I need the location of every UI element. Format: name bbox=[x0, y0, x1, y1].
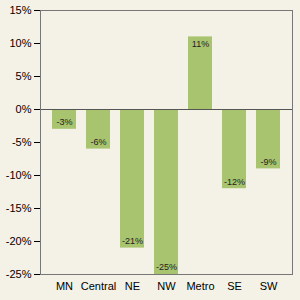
svg-text:-10%: -10% bbox=[6, 169, 32, 181]
svg-text:SW: SW bbox=[260, 280, 278, 292]
svg-text:0%: 0% bbox=[16, 103, 32, 115]
svg-text:-25%: -25% bbox=[156, 262, 177, 272]
svg-text:10%: 10% bbox=[9, 37, 31, 49]
svg-text:NE: NE bbox=[125, 280, 140, 292]
svg-text:11%: 11% bbox=[192, 39, 209, 49]
svg-text:15%: 15% bbox=[9, 4, 31, 16]
svg-text:5%: 5% bbox=[16, 70, 32, 82]
svg-text:-6%: -6% bbox=[90, 137, 106, 147]
svg-text:-5%: -5% bbox=[12, 136, 32, 148]
svg-text:Metro: Metro bbox=[186, 280, 214, 292]
svg-text:SE: SE bbox=[227, 280, 242, 292]
svg-text:MN: MN bbox=[56, 280, 73, 292]
svg-text:NW: NW bbox=[157, 280, 176, 292]
svg-text:-12%: -12% bbox=[224, 177, 245, 187]
svg-text:-9%: -9% bbox=[260, 157, 276, 167]
svg-text:Central: Central bbox=[81, 280, 116, 292]
svg-text:-20%: -20% bbox=[6, 235, 32, 247]
svg-text:-3%: -3% bbox=[56, 117, 72, 127]
svg-text:-25%: -25% bbox=[6, 268, 32, 280]
svg-text:-15%: -15% bbox=[6, 202, 32, 214]
svg-text:-21%: -21% bbox=[122, 236, 143, 246]
